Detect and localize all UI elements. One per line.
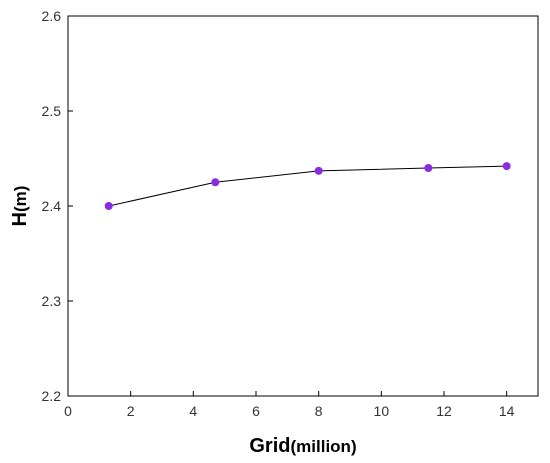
y-axis: 2.2 2.3 2.4 2.5 2.6 — [42, 8, 73, 404]
x-tick-label: 10 — [374, 403, 390, 419]
y-tick-label: 2.4 — [42, 198, 62, 214]
data-point — [211, 178, 220, 187]
y-tick-label: 2.5 — [42, 103, 62, 119]
x-tick-label: 6 — [252, 403, 260, 419]
x-tick-label: 12 — [436, 403, 452, 419]
x-axis-title: Grid(million) — [249, 435, 356, 457]
x-tick-label: 8 — [315, 403, 323, 419]
y-tick-label: 2.2 — [42, 388, 62, 404]
y-axis-title: H(m) — [9, 186, 31, 227]
x-axis: 0 2 4 6 8 10 12 14 — [64, 391, 515, 419]
data-point — [104, 202, 113, 210]
series-line — [108, 165, 507, 207]
plot-frame — [67, 15, 539, 397]
x-tick-label: 0 — [64, 403, 72, 419]
x-tick-label: 2 — [127, 403, 135, 419]
y-tick-label: 2.3 — [42, 293, 62, 309]
x-tick-label: 14 — [499, 403, 515, 419]
data-point — [314, 166, 323, 175]
y-tick-label: 2.6 — [42, 8, 62, 24]
series-layer — [104, 162, 511, 210]
data-point — [424, 164, 433, 172]
x-tick-label: 4 — [189, 403, 197, 419]
data-point — [502, 162, 511, 171]
